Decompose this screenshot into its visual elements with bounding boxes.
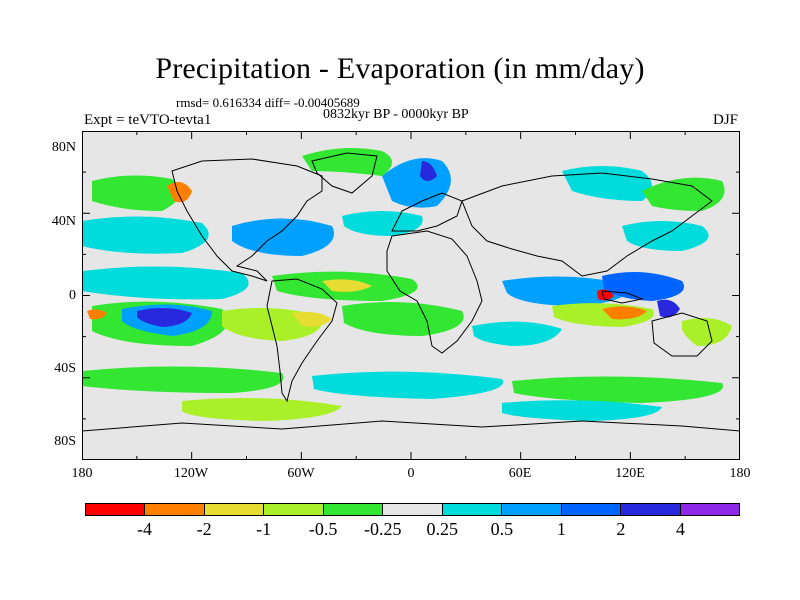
colorbar-box xyxy=(561,504,622,515)
period-label: 0832kyr BP - 0000kyr BP xyxy=(323,107,469,122)
colorbar-box xyxy=(502,504,562,515)
colorbar-label: -4 xyxy=(137,519,153,539)
lat-label-80s: 80S xyxy=(54,434,76,449)
asia-coast xyxy=(461,172,713,277)
map-panel xyxy=(82,131,740,460)
lon-label-180e: 180 xyxy=(729,466,751,481)
colorbar-label: 0.5 xyxy=(490,519,514,539)
coastlines xyxy=(82,152,740,432)
colorbar-box xyxy=(323,504,384,515)
colorbar-box xyxy=(383,504,443,515)
colorbar-label: -0.25 xyxy=(363,519,402,539)
colorbar-box xyxy=(86,504,146,515)
indonesia-coast xyxy=(601,290,644,304)
australia-coast xyxy=(651,312,713,357)
lon-label-0: 0 xyxy=(407,466,415,481)
colorbar-box xyxy=(621,504,681,515)
lat-label-0: 0 xyxy=(69,288,76,303)
north-america-coast xyxy=(171,158,323,282)
colorbar-box xyxy=(145,504,205,515)
colorbar-label: -1 xyxy=(256,519,272,539)
colorbar xyxy=(85,503,740,516)
stats-line: rmsd= 0.616334 diff= -0.00405689 xyxy=(176,95,360,110)
lon-label-120e: 120E xyxy=(615,466,645,481)
axis-ticks xyxy=(82,131,740,460)
africa-coast xyxy=(386,230,483,354)
antarctica-coast xyxy=(82,420,740,432)
greenland-coast xyxy=(311,152,378,194)
colorbar-label: -2 xyxy=(196,519,212,539)
lon-label-60e: 60E xyxy=(508,466,532,481)
lon-label-120w: 120W xyxy=(173,466,209,481)
chart-title: Precipitation - Evaporation (in mm/day) xyxy=(155,52,645,85)
colorbar-label: 2 xyxy=(616,519,626,539)
world-map xyxy=(82,131,740,460)
south-america-coast xyxy=(266,278,338,403)
colorbar-box xyxy=(204,504,265,515)
lon-label-60w: 60W xyxy=(287,466,315,481)
colorbar-label: 4 xyxy=(675,519,685,539)
lat-label-40s: 40S xyxy=(54,361,76,376)
season-label: DJF xyxy=(712,112,738,128)
lon-label-180w: 180 xyxy=(71,466,93,481)
anomaly-field xyxy=(82,147,732,421)
colorbar-label: -0.5 xyxy=(308,519,338,539)
colorbar-box xyxy=(680,504,739,515)
lat-label-80n: 80N xyxy=(51,140,76,155)
colorbar-box xyxy=(442,504,503,515)
colorbar-label: 1 xyxy=(556,519,566,539)
colorbar-label: 0.25 xyxy=(426,519,459,539)
colorbar-box xyxy=(264,504,324,515)
experiment-label: Expt = teVTO-tevta1 xyxy=(84,112,212,128)
lat-label-40n: 40N xyxy=(51,214,76,229)
